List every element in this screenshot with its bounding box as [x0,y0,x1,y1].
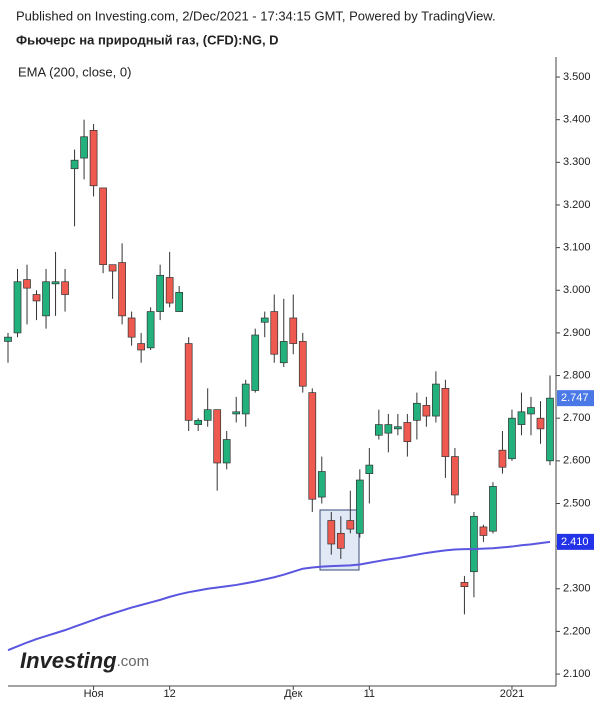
candle-body [346,520,355,530]
candle-body [51,281,60,285]
x-tick-label: 12 [164,688,176,700]
logo-brand: Investing.com [20,648,149,673]
candle-body [317,471,326,498]
candle-body [194,419,203,425]
candle-body [156,274,164,312]
candle-body [479,526,488,536]
y-tick-label: 2.100 [563,668,591,680]
candle-body [70,159,79,170]
candle-body [546,397,554,462]
last-price-label: 2.747 [561,392,589,404]
candle-body [384,424,393,434]
candle-body [42,281,50,317]
candle-body [432,383,440,417]
y-tick-label: 3.000 [563,284,591,296]
y-tick-label: 2.900 [563,327,591,339]
candle-body [355,479,364,534]
candle-body [365,464,374,474]
candle-body [279,341,288,364]
candle-body [118,262,126,317]
y-tick-label: 2.300 [563,583,591,595]
candle-body [251,334,260,391]
candle-body [260,317,269,323]
candle-body [61,281,69,295]
candle-body [289,317,298,344]
chart-title: Фьючерс на природный газ, (CFD):NG, D [16,32,279,47]
candle-body [23,279,31,289]
y-tick-label: 2.600 [563,455,591,467]
candle-body [470,515,478,573]
y-tick-label: 2.500 [563,497,591,509]
ema-line [7,540,551,652]
ema-badge [557,533,594,550]
candle-body [270,311,279,355]
y-tick-label: 3.200 [563,199,591,211]
candle-body [517,411,526,425]
candle-body [298,341,307,387]
candle-body [175,292,184,312]
y-tick-label: 2.800 [563,369,591,381]
x-tick-label: 2021 [500,688,524,700]
ema-last-label: 2.410 [561,536,589,548]
candle-body [327,520,336,545]
logo-brand-text: Investing [20,648,117,673]
candle-body [4,336,12,342]
candle-body [108,264,117,272]
candle-body [527,407,535,415]
last-price-badge [557,390,594,407]
legend-entry: EMA (200, close, 0) [18,64,131,79]
candle-body [394,426,402,430]
candle-body [222,439,231,464]
candle-body [451,456,459,496]
candle-body [460,582,469,587]
candle-body [536,417,545,430]
y-tick-label: 3.400 [563,114,591,126]
candle-body [336,532,345,549]
x-tick-label: Дек [284,688,303,700]
candle-body [89,129,98,187]
candle-body [13,281,22,334]
candle-body [146,311,155,349]
x-tick-label: Ноя [84,688,104,700]
y-tick-label: 2.200 [563,625,591,637]
logo-suffix: .com [117,653,150,670]
candle-body [213,409,222,464]
candle-body [498,449,507,468]
candle-body [80,136,88,159]
candle-body [374,424,383,436]
candle-body [32,294,41,302]
candle-body [403,422,412,442]
candle-body [203,409,212,421]
y-tick-label: 2.700 [563,412,591,424]
candle-body [127,317,136,338]
candle-body [241,383,250,415]
y-tick-label: 3.500 [563,71,591,83]
candle-body [137,343,145,351]
y-tick-label: 3.300 [563,156,591,168]
candle-body [413,402,421,421]
candle-body [99,187,107,266]
candle-body [441,387,450,457]
x-tick-label: 11 [364,688,375,700]
candle-body [232,411,241,415]
published-note: Published on Investing.com, 2/Dec/2021 -… [16,8,496,23]
candle-body [184,343,193,421]
candle-body [489,486,497,532]
candle-body [422,405,431,417]
candle-body [165,277,174,304]
candle-body [508,417,516,460]
candle-body [308,392,317,500]
y-tick-label: 3.100 [563,242,591,254]
